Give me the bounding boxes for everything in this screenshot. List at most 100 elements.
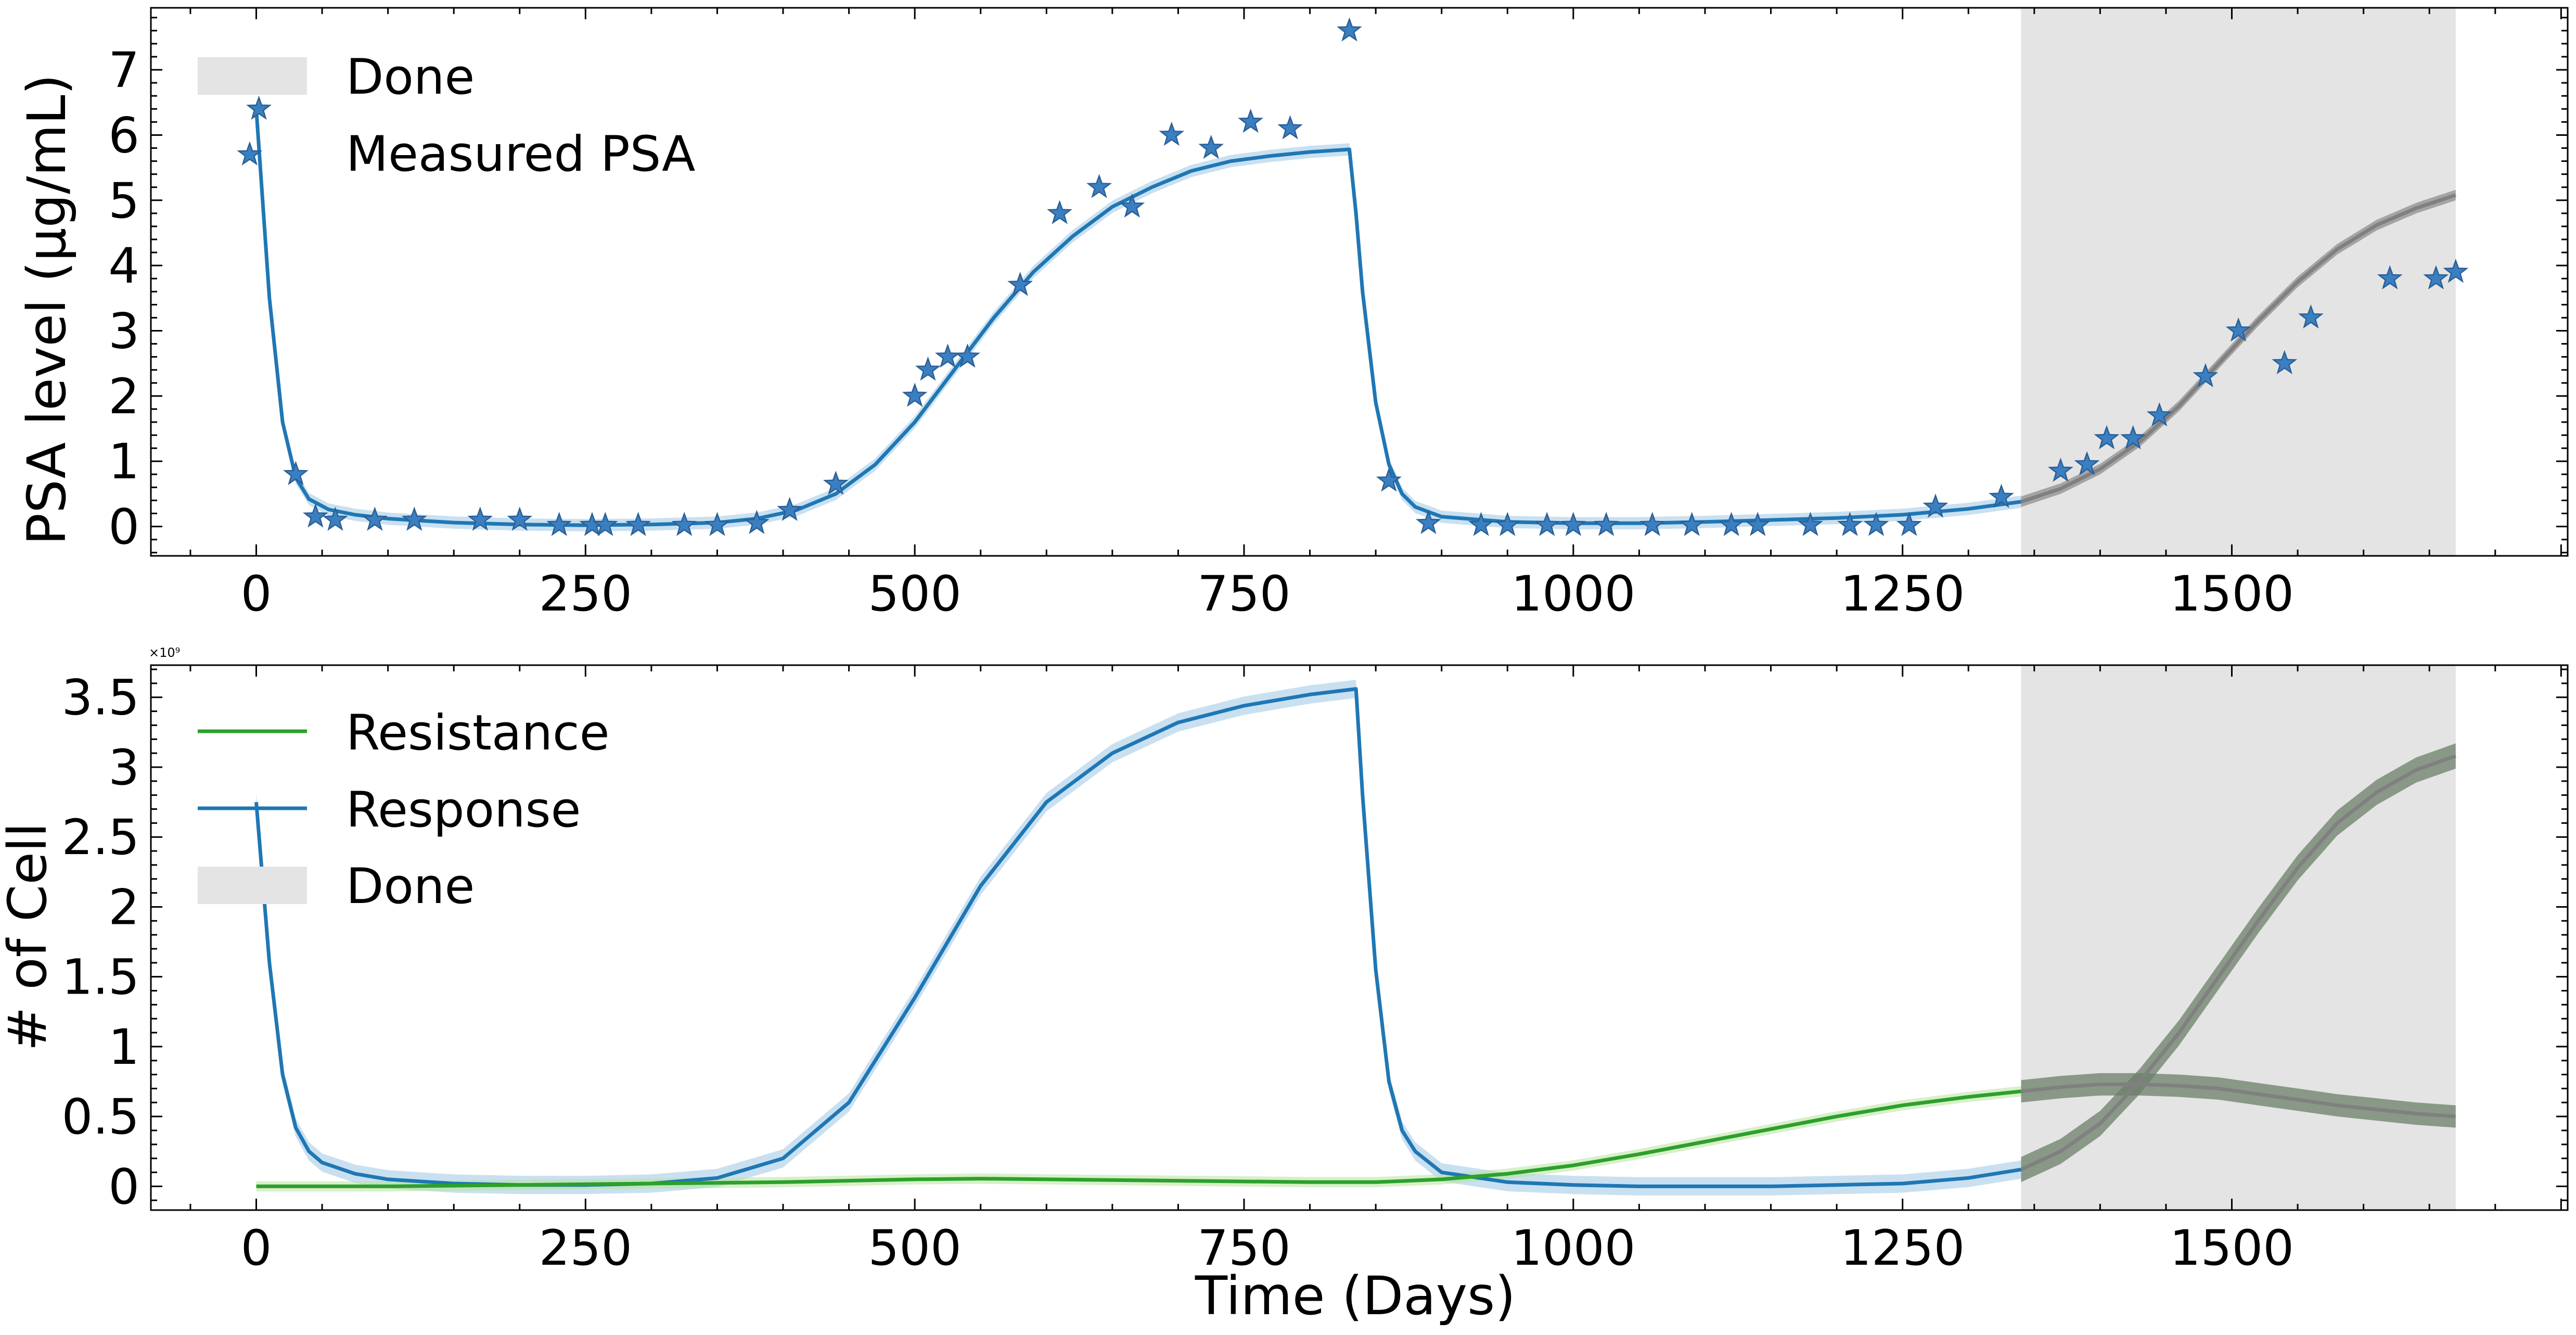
y-tick-label: 0 [108, 1159, 139, 1215]
measured-psa-point [1679, 512, 1705, 536]
measured-psa-point [507, 506, 533, 531]
measured-psa-point [1745, 512, 1771, 536]
measured-psa-point [954, 344, 980, 368]
measured-psa-point [744, 510, 770, 535]
measured-psa-point [2074, 451, 2100, 476]
measured-psa-point [704, 512, 730, 536]
y-tick-label: 5 [108, 173, 139, 230]
measured-psa-point [1159, 121, 1185, 146]
y-tick-label: 0 [108, 499, 139, 556]
y-tick-label: 2 [108, 879, 139, 936]
x-tick-label: 1250 [1840, 566, 1965, 622]
y-tick-label: 1.5 [62, 949, 140, 1006]
psa-y-axis-label: PSA level (μg/mL) [16, 74, 78, 545]
measured-psa-point [2120, 425, 2146, 450]
y-tick-label: 3 [108, 303, 139, 360]
cell-y-axis-label: # of Cell [0, 822, 59, 1051]
measured-psa-point [302, 503, 328, 528]
y-tick-labels: 0 0.5 1 1.5 2 2.5 3 3.5 [62, 670, 140, 1216]
measured-psa-point [1376, 467, 1402, 492]
x-tick-label: 750 [1197, 1220, 1290, 1277]
measured-psa-points [237, 17, 2469, 536]
measured-psa-point [2443, 259, 2469, 283]
resistance-line [256, 1089, 2021, 1188]
measured-psa-point [1047, 200, 1072, 224]
x-tick-label: 750 [1197, 566, 1290, 622]
x-tick-label: 500 [868, 566, 961, 622]
y-tick-labels: 0 1 2 3 4 5 6 7 [108, 42, 139, 555]
measured-psa-point [1989, 484, 2014, 508]
y-tick-label: 7 [108, 42, 139, 99]
measured-psa-point [1416, 510, 1441, 535]
x-tick-label: 1000 [1511, 1220, 1635, 1277]
psa-legend: Done Measured PSA [198, 49, 695, 183]
cell-panel: 0 250 500 750 1000 1250 1500 00.511.522.533.5 … [0, 645, 2569, 1327]
legend-label-measured-psa: Measured PSA [346, 126, 695, 183]
y-tick-label: 1 [108, 434, 139, 490]
measured-psa-point [2423, 265, 2449, 290]
y-offset-text: ×10⁹ [149, 645, 180, 660]
y-tick-label: 1 [108, 1019, 139, 1076]
measured-psa-point [2047, 457, 2073, 482]
x-tick-label: 250 [539, 566, 632, 622]
axes-frame [150, 7, 2569, 557]
measured-psa-point [592, 512, 618, 536]
cell-prediction-line [2021, 1082, 2456, 1118]
y-tick-label: 6 [108, 107, 139, 164]
axes-frame [150, 664, 2569, 1211]
x-tick-label: 0 [241, 566, 272, 622]
measured-psa-point [283, 461, 309, 486]
measured-psa-point [2193, 363, 2219, 388]
cell-prediction-band [2021, 743, 2456, 1183]
measured-psa-point [1593, 512, 1619, 536]
measured-psa-point [1560, 512, 1586, 536]
measured-psa-point [1896, 512, 1922, 536]
x-axis-label: Time (Days) [1195, 1265, 1516, 1327]
measured-psa-point [246, 95, 272, 120]
measured-psa-point [1198, 134, 1224, 159]
x-tick-labels: 0 250 500 750 1000 1250 1500 [241, 1220, 2295, 1277]
y-tick-label: 4 [108, 238, 139, 295]
legend-label-resistance: Resistance [346, 705, 610, 761]
measured-psa-point [1719, 512, 1744, 536]
x-tick-labels: 0 250 500 750 1000 1250 1500 [241, 566, 2295, 622]
x-tick-label: 1250 [1840, 1220, 1965, 1277]
psa-panel: 0 250 500 750 1000 1250 1500 0 1 2 3 4 5 6 7 PSA leve… [16, 7, 2569, 622]
measured-psa-point [1007, 272, 1033, 296]
measured-psa-point [1337, 17, 1362, 42]
measured-psa-point [401, 506, 427, 531]
y-tick-label: 2 [108, 368, 139, 425]
cell-prediction-line [2020, 754, 2456, 1172]
cell-count-lines [254, 687, 2456, 1188]
measured-psa-point [2146, 402, 2172, 427]
y-tick-label: 2.5 [62, 809, 140, 866]
measured-psa-point [1798, 512, 1823, 536]
measured-psa-point [1086, 173, 1112, 198]
legend-swatch-done [198, 867, 307, 904]
measured-psa-point [625, 512, 651, 536]
measured-psa-point [2225, 317, 2251, 342]
measured-psa-point [2094, 425, 2120, 450]
resistance-band [256, 1086, 2021, 1192]
axes-border [150, 664, 2569, 1211]
measured-psa-point [1238, 108, 1264, 133]
legend-swatch-done [198, 57, 307, 95]
measured-psa-point [915, 356, 941, 381]
response-line [254, 687, 2022, 1188]
legend-label-response: Response [346, 782, 581, 838]
measured-psa-point [1639, 512, 1665, 536]
measured-psa-point [1863, 512, 1889, 536]
measured-psa-point [467, 506, 493, 531]
measured-psa-point [823, 471, 849, 495]
measured-psa-point [1534, 512, 1560, 536]
x-tick-label: 1500 [2170, 1220, 2294, 1277]
x-tick-label: 0 [241, 1220, 272, 1277]
measured-psa-point [362, 506, 388, 531]
measured-psa-point [777, 497, 803, 521]
legend-label-done: Done [346, 858, 475, 915]
y-tick-label: 0.5 [62, 1089, 140, 1146]
measured-psa-point [1277, 115, 1303, 139]
measured-psa-point [1923, 493, 1949, 518]
measured-psa-point [322, 506, 348, 531]
